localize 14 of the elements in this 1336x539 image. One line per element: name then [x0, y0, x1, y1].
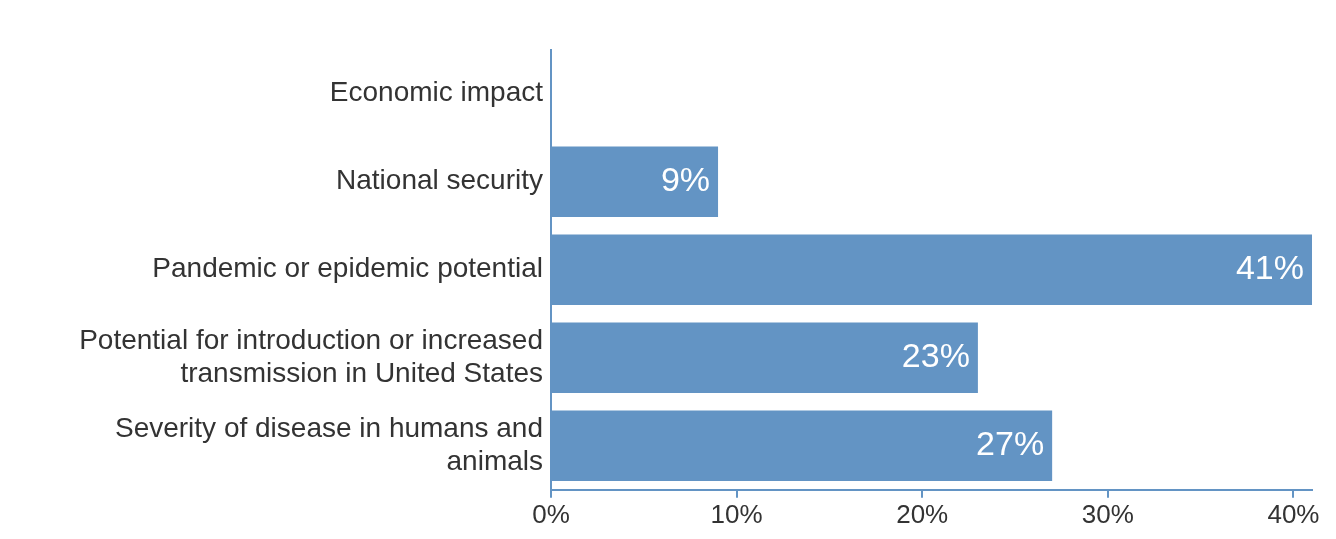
y-tick-label: Economic impact — [329, 76, 544, 108]
data-label: 41% — [1235, 248, 1304, 287]
y-tick-label: Severity of disease in humans and animals — [114, 411, 543, 477]
y-tick-label: National security — [336, 164, 543, 196]
data-label: 23% — [901, 336, 970, 375]
data-label: 27% — [976, 424, 1045, 463]
y-tick-label: Potential for introduction or increased transmission in United States — [79, 323, 543, 389]
x-tick-label: 20% — [896, 498, 949, 529]
x-tick-label: 30% — [1081, 498, 1134, 529]
y-tick-label: Pandemic or epidemic potential — [152, 252, 543, 284]
x-tick-label: 10% — [710, 498, 763, 529]
data-label: 9% — [660, 160, 711, 199]
x-tick-label: 0% — [532, 498, 570, 529]
x-tick-label: 40% — [1267, 498, 1320, 529]
